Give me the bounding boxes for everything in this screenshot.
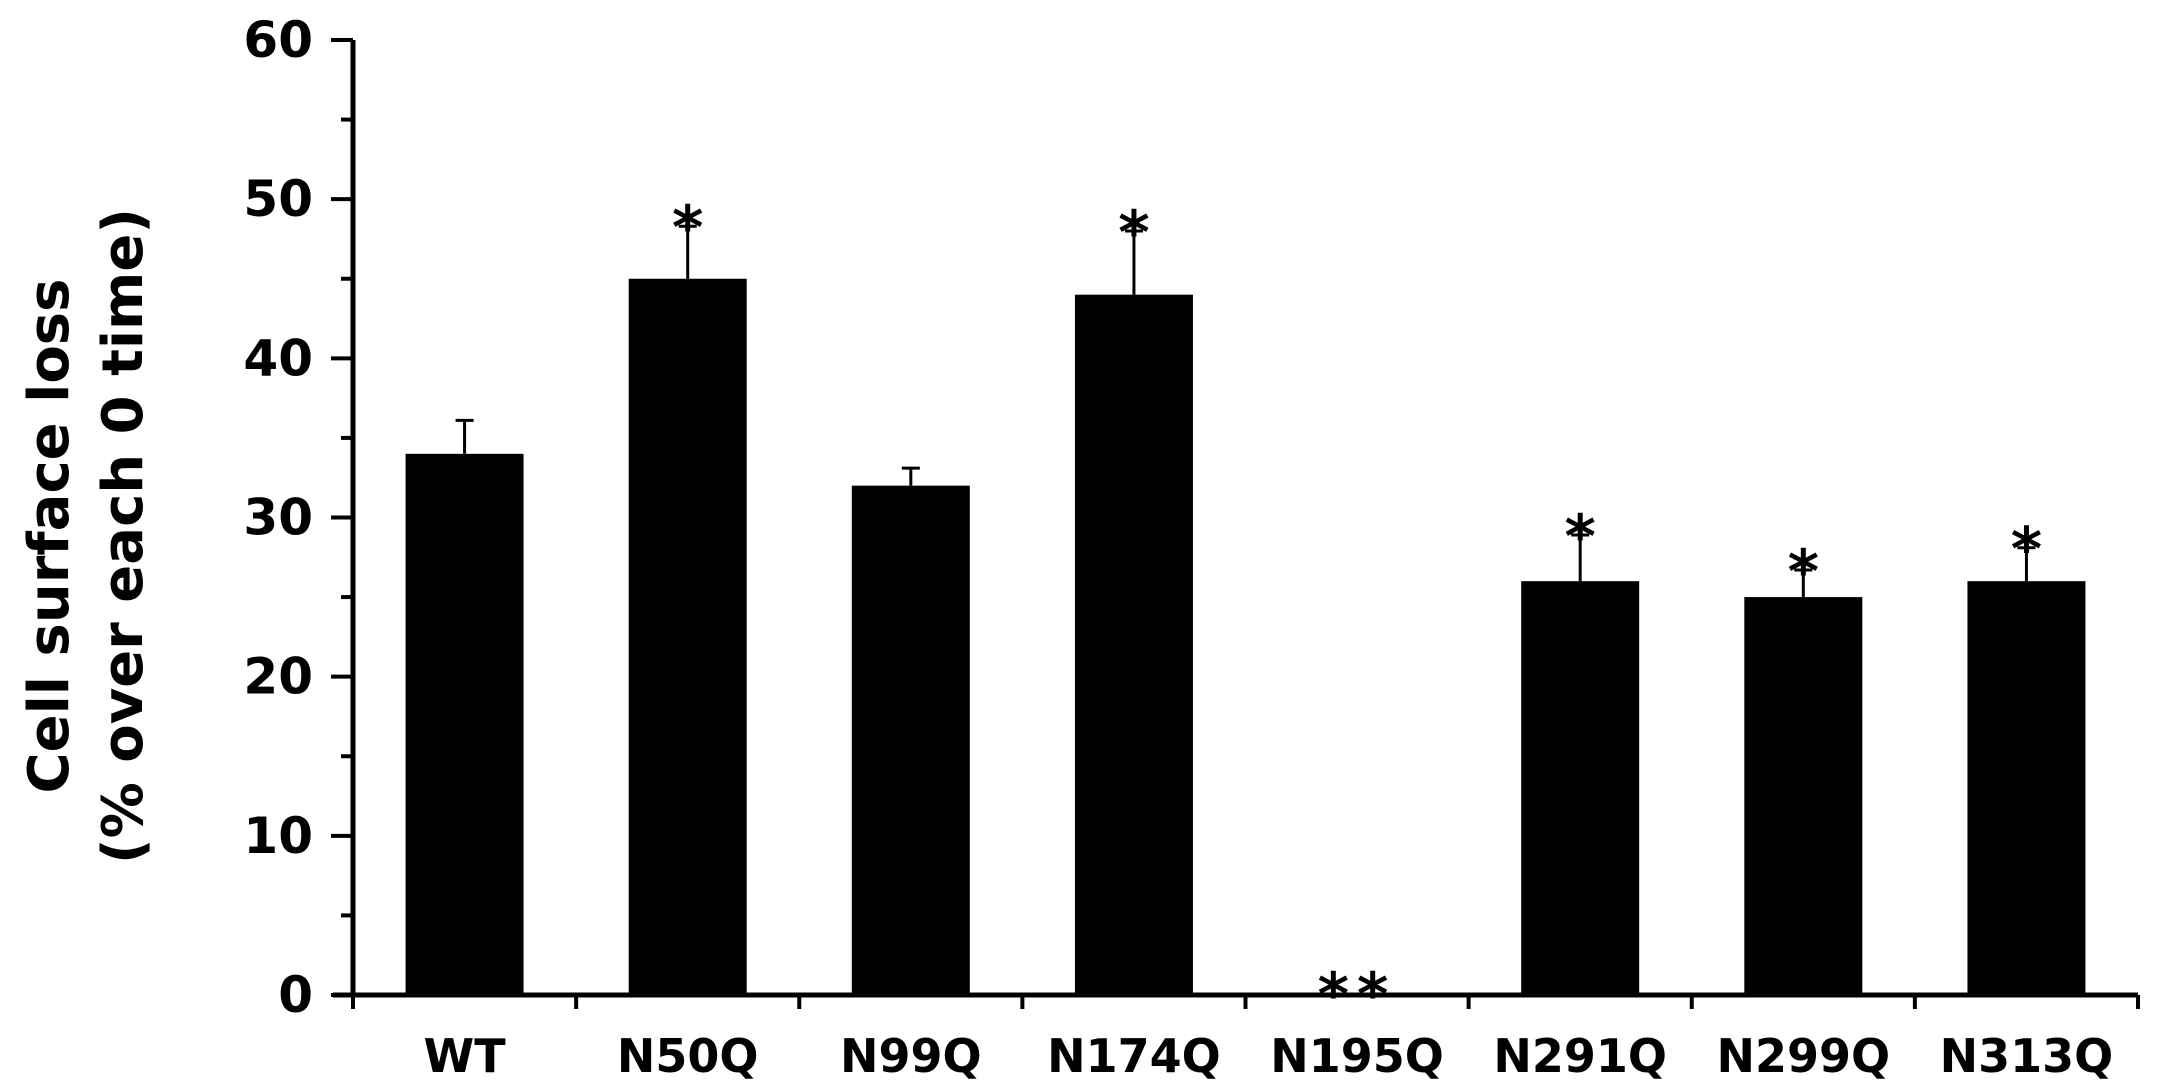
y-tick-label: 60	[243, 11, 313, 69]
category-label: N174Q	[1047, 1029, 1221, 1083]
category-label: N313Q	[1940, 1029, 2114, 1083]
bar	[1967, 581, 2086, 995]
category-label: N195Q	[1270, 1029, 1444, 1083]
bar	[405, 453, 524, 995]
bar	[1744, 597, 1863, 995]
significance-marker: *	[1118, 198, 1149, 268]
y-tick-label: 40	[243, 329, 313, 387]
significance-marker: **	[1318, 960, 1397, 1030]
significance-marker: *	[1564, 502, 1595, 572]
significance-marker: *	[2011, 515, 2042, 585]
bar	[1521, 581, 1640, 995]
y-tick-label: 20	[243, 648, 313, 706]
category-label: N291Q	[1493, 1029, 1667, 1083]
y-tick-label: 30	[243, 489, 313, 547]
y-tick-label: 10	[243, 807, 313, 865]
category-label: WT	[424, 1029, 507, 1083]
y-axis-title-line1: Cell surface loss	[17, 279, 82, 794]
category-label: N50Q	[617, 1029, 759, 1083]
significance-marker: *	[1788, 537, 1819, 607]
y-axis-title: Cell surface loss (% over each 0 time)	[17, 208, 156, 864]
bar	[1074, 294, 1193, 996]
category-label: N99Q	[840, 1029, 982, 1083]
y-tick-label: 0	[278, 966, 313, 1024]
bar	[851, 485, 970, 995]
y-tick-label: 50	[243, 170, 313, 228]
significance-marker: *	[672, 193, 703, 263]
category-label: N299Q	[1717, 1029, 1891, 1083]
y-axis-title-line2: (% over each 0 time)	[91, 208, 156, 864]
bar	[628, 278, 747, 995]
